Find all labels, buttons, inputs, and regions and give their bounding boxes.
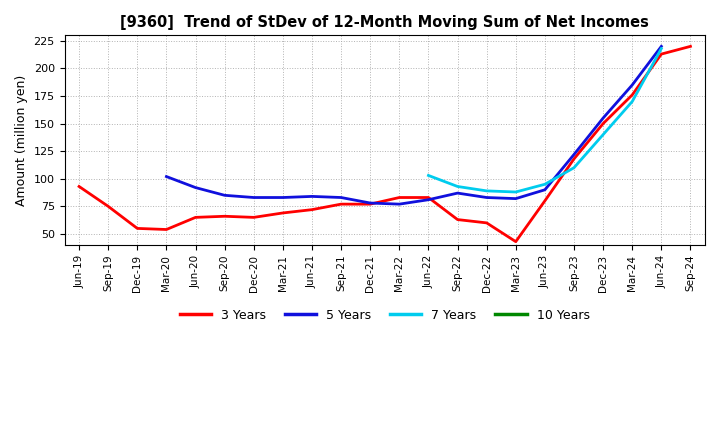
3 Years: [628, 92, 636, 98]
3 Years: [511, 239, 520, 244]
7 Years: [511, 189, 520, 194]
3 Years: [220, 214, 229, 219]
5 Years: [249, 195, 258, 200]
5 Years: [220, 193, 229, 198]
5 Years: [599, 115, 608, 121]
5 Years: [337, 195, 346, 200]
3 Years: [395, 195, 404, 200]
3 Years: [249, 215, 258, 220]
3 Years: [599, 121, 608, 126]
5 Years: [482, 195, 491, 200]
3 Years: [192, 215, 200, 220]
7 Years: [424, 173, 433, 178]
7 Years: [599, 132, 608, 137]
5 Years: [162, 174, 171, 179]
7 Years: [541, 182, 549, 187]
5 Years: [570, 152, 578, 157]
3 Years: [541, 198, 549, 203]
5 Years: [395, 202, 404, 207]
5 Years: [366, 200, 374, 205]
5 Years: [424, 197, 433, 202]
3 Years: [686, 44, 695, 49]
5 Years: [453, 191, 462, 196]
5 Years: [541, 187, 549, 192]
5 Years: [511, 196, 520, 201]
7 Years: [482, 188, 491, 194]
5 Years: [657, 44, 666, 49]
3 Years: [453, 217, 462, 222]
5 Years: [307, 194, 316, 199]
3 Years: [75, 184, 84, 189]
5 Years: [628, 82, 636, 88]
7 Years: [628, 99, 636, 104]
3 Years: [104, 204, 112, 209]
3 Years: [279, 210, 287, 216]
Legend: 3 Years, 5 Years, 7 Years, 10 Years: 3 Years, 5 Years, 7 Years, 10 Years: [175, 304, 595, 327]
3 Years: [570, 156, 578, 161]
3 Years: [482, 220, 491, 226]
5 Years: [192, 185, 200, 190]
Title: [9360]  Trend of StDev of 12-Month Moving Sum of Net Incomes: [9360] Trend of StDev of 12-Month Moving…: [120, 15, 649, 30]
3 Years: [657, 51, 666, 57]
Y-axis label: Amount (million yen): Amount (million yen): [15, 74, 28, 206]
Line: 3 Years: 3 Years: [79, 46, 690, 242]
Line: 7 Years: 7 Years: [428, 48, 662, 192]
5 Years: [279, 195, 287, 200]
3 Years: [366, 202, 374, 207]
3 Years: [307, 207, 316, 212]
3 Years: [337, 202, 346, 207]
Line: 5 Years: 5 Years: [166, 46, 662, 204]
7 Years: [453, 184, 462, 189]
3 Years: [162, 227, 171, 232]
7 Years: [570, 165, 578, 170]
7 Years: [657, 46, 666, 51]
3 Years: [133, 226, 142, 231]
3 Years: [424, 195, 433, 200]
